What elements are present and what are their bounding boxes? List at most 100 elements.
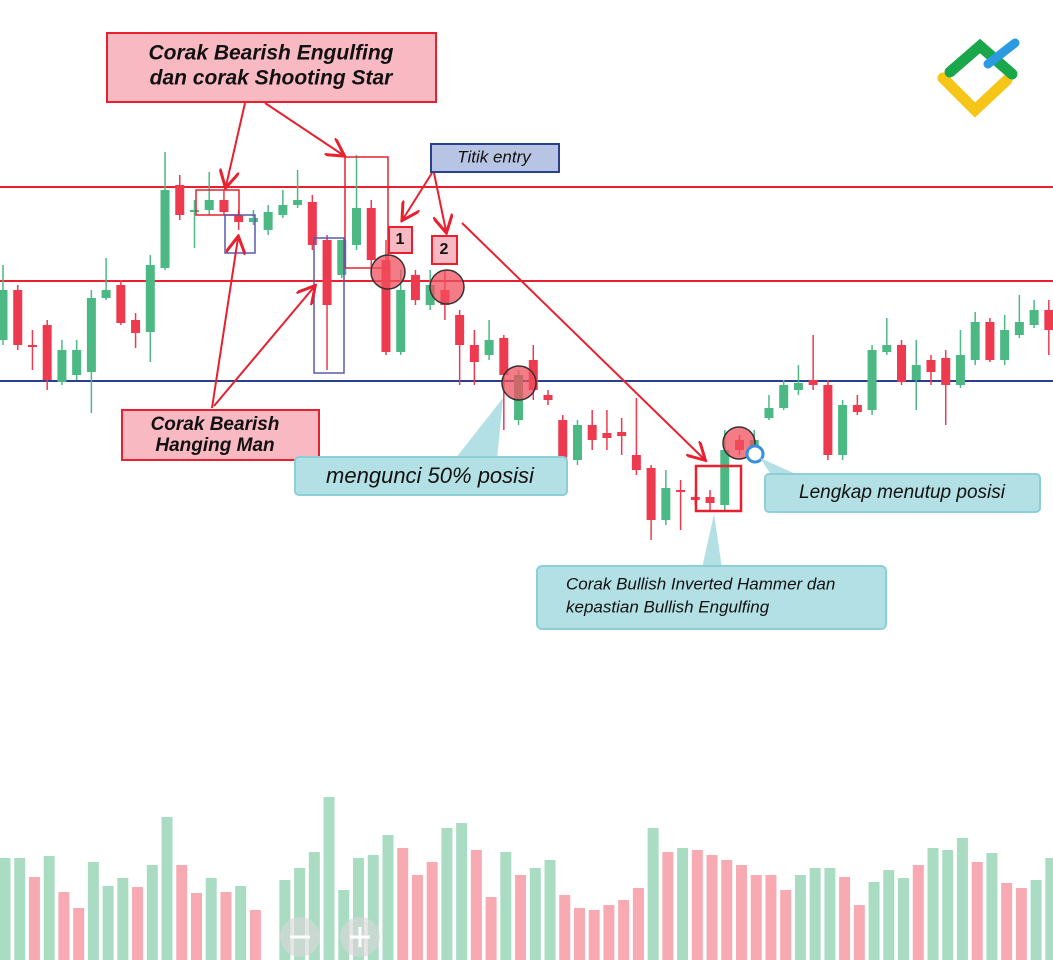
annotation-box [294,456,568,496]
volume-bar [529,868,541,960]
arrow [213,287,314,407]
volume-bar [898,878,910,960]
highlight [694,464,743,513]
annotation: dan corak Shooting Star [150,67,395,90]
volume-bar [411,875,423,960]
volume-bar [839,877,851,960]
candle-body [926,360,936,372]
zoom-out-button[interactable] [280,917,320,957]
volume-bar [706,855,718,960]
volume-bar [367,855,379,960]
signal-circle [429,269,465,305]
volume-bar [809,868,821,960]
logo [937,38,1020,118]
volume-bar [573,908,585,960]
candle-body [543,395,553,400]
volume-bar [868,882,880,960]
candle-body [1000,330,1010,360]
callout-pointer [760,458,800,476]
volume-bar [780,890,792,960]
volume-bar [853,905,865,960]
candle-body [1044,310,1053,330]
highlight [344,156,389,269]
candle-body [852,405,862,412]
callout-pointer [455,398,503,459]
candle-body [617,432,627,436]
volume-bar [765,875,777,960]
candle-body [86,298,96,372]
candle-body [278,205,288,215]
volume-bar [794,875,806,960]
candle-body [631,455,641,470]
volume-bar [308,852,320,960]
candle-body [720,450,730,505]
candle-body [160,190,170,268]
volume-bar [956,838,968,960]
candle-body [661,488,671,520]
volume-bar [382,835,394,960]
candle-body [219,200,229,212]
annotation-box [431,235,458,265]
volume-bar [736,865,747,960]
annotation-box [764,473,1041,513]
volume-bar [927,848,939,960]
volume-bar [1030,880,1042,960]
candle-body [676,490,686,492]
volume-bar [603,905,615,960]
candle-body [263,212,273,230]
volume-bar [470,850,482,960]
volume-bar [662,852,674,960]
volume-bar [971,862,983,960]
zoom-in-button[interactable] [340,917,380,957]
volume-bar [397,848,409,960]
candle-body [42,325,52,380]
volume-bar [117,878,129,960]
candle-body [116,285,126,323]
volume-bar [28,877,40,960]
candle-body [484,340,494,355]
volume-bar [942,850,954,960]
candle-body [558,420,568,458]
candle-body [175,185,185,215]
volume-bar [986,853,998,960]
candle-body [381,260,391,352]
candle-body [455,315,465,345]
candle-body [793,383,803,390]
volume-bar [1001,883,1013,960]
candle-body [838,405,848,455]
candle-body [101,290,111,298]
arrow [211,238,238,409]
candle-body [425,285,435,305]
volume-bar [588,910,600,960]
annotation: Lengkap menutup posisi [799,482,1006,503]
candle-body [13,290,23,345]
annotation: Corak Bearish Engulfing [148,42,393,65]
volume-bar [883,870,895,960]
volume-bar [220,892,232,960]
candle-body [0,290,8,340]
volume-bar [485,897,497,960]
candle-body [602,433,612,438]
candle-body [72,350,82,375]
volume-bar [190,893,202,960]
arrow [434,172,446,231]
candle-body [469,345,479,362]
candle-body [941,358,951,385]
candle-body [882,345,892,352]
annotation-box [430,143,560,173]
volume-bar [441,828,453,960]
candle-body [322,240,332,305]
candle-body [131,320,141,333]
arrow [226,102,246,186]
volume-bar [500,852,512,960]
volume-bar [824,868,836,960]
volume-bar [146,865,158,960]
candle-body [823,385,833,455]
candle-body [970,322,980,360]
annotation: Titik entry [457,147,532,166]
volume-bar [235,886,247,960]
arrow [403,172,433,219]
candle-body [867,350,877,410]
volume-bar [647,828,659,960]
callout-pointer [702,514,722,568]
